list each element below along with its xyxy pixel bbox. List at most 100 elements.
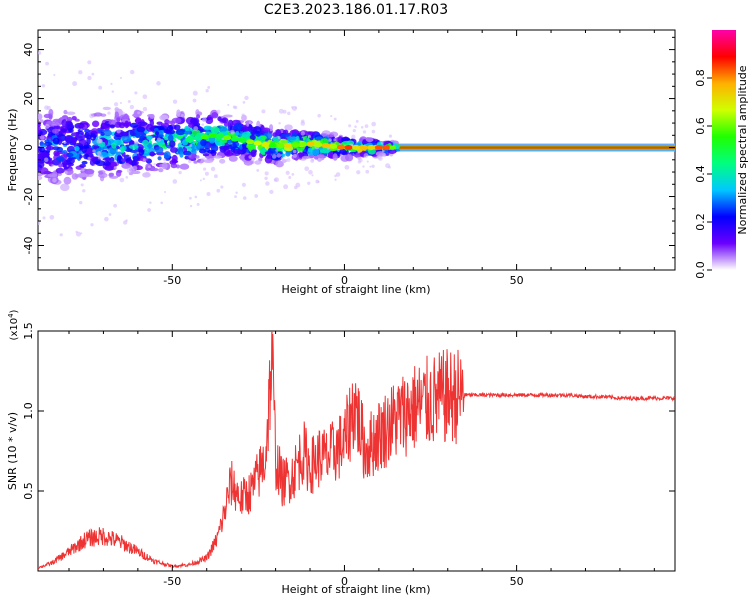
outlier-blob [206, 191, 211, 197]
snr-frame [37, 330, 676, 572]
outlier-blob [248, 155, 253, 159]
spectral-blob [55, 167, 65, 174]
spectral-blob [157, 134, 164, 138]
spectral-blob [50, 122, 59, 127]
outlier-blob [283, 184, 289, 190]
ridge-join [389, 145, 396, 150]
spectral-blob [241, 147, 247, 153]
outlier-blob [98, 85, 103, 90]
outlier-blob [294, 185, 298, 190]
spectral-blob [71, 116, 77, 121]
spectral-blob [188, 122, 194, 128]
spectral-blob [93, 112, 103, 117]
colorbar-tick-label: 0.4 [694, 165, 707, 183]
outlier-blob [213, 174, 218, 179]
spectral-blob [313, 155, 319, 160]
outlier-blob [178, 170, 182, 175]
outlier-blob [310, 158, 315, 163]
outlier-blob [235, 191, 238, 194]
spectral-blob [301, 155, 311, 160]
outlier-blob [111, 90, 115, 93]
spectral-blob [39, 167, 49, 175]
outlier-blob [381, 149, 385, 153]
outlier-blob [265, 181, 270, 186]
heatmap-axes: -50 0 50 -40 -20 0 20 40 [22, 30, 675, 287]
ridge-peak [193, 135, 202, 141]
spectral-blob [38, 125, 42, 134]
spectral-blob [165, 129, 176, 135]
outlier-blob [42, 216, 46, 220]
snr-x-label: Height of straight line (km) [281, 583, 430, 596]
outlier-blob [145, 171, 150, 176]
spectral-blob [240, 126, 251, 132]
spectral-blob [104, 129, 112, 137]
spectral-blob [169, 147, 179, 153]
outlier-blob [229, 129, 235, 135]
spectral-blob [60, 128, 68, 133]
x-tick-label: 50 [510, 274, 524, 287]
outlier-blob [256, 169, 260, 172]
spectral-blob [136, 126, 146, 133]
outlier-blob [292, 149, 297, 154]
spectral-blob [146, 134, 153, 141]
spectral-blob [45, 145, 55, 151]
outlier-blob [304, 166, 310, 172]
outlier-blob [87, 75, 92, 81]
spectral-blob [219, 158, 226, 164]
spectral-blob [108, 172, 115, 177]
spectral-blob [71, 173, 79, 180]
outlier-blob [300, 121, 306, 126]
spectral-blob [129, 122, 139, 128]
spectral-blob [202, 153, 210, 157]
spectral-blob [149, 151, 155, 157]
figure-title: C2E3.2023.186.01.17.R03 [264, 2, 448, 18]
spectral-blob [91, 120, 100, 128]
outlier-blob [307, 134, 312, 139]
outlier-blob [199, 161, 203, 165]
y-tick-label: 1.0 [22, 402, 35, 420]
spectral-blob [95, 160, 106, 167]
spectral-blob [317, 155, 327, 159]
spectral-blob [285, 150, 291, 157]
spectral-blob [229, 142, 238, 151]
spectral-blob [267, 147, 277, 154]
outlier-blob [288, 176, 292, 180]
outlier-blob [276, 153, 282, 158]
ridge-peak [291, 142, 300, 148]
outlier-blob [234, 195, 237, 199]
spectral-blob [58, 163, 64, 168]
outlier-blob [242, 196, 247, 200]
outlier-blob [192, 90, 198, 96]
outlier-blob [78, 70, 83, 75]
outlier-blob [232, 105, 236, 109]
outlier-blob [246, 124, 250, 127]
y-tick-label: 0 [22, 144, 35, 151]
outlier-blob [248, 121, 252, 125]
colorbar: 0.0 0.2 0.4 0.6 0.8 Normalized spectral ampl… [694, 30, 749, 279]
outlier-blob [163, 158, 167, 162]
spectral-blob [66, 111, 76, 116]
spectral-blob [234, 122, 243, 131]
ridge-peak [253, 140, 262, 146]
spectral-blob [235, 130, 240, 136]
outlier-blob [193, 126, 199, 131]
outlier-blob [210, 166, 216, 172]
ridge-peak [344, 145, 353, 151]
outlier-blob [352, 128, 356, 133]
y-tick-label: -20 [22, 188, 35, 206]
outlier-blob [46, 105, 51, 111]
ridge-peak [321, 143, 330, 149]
spectral-blob [184, 151, 192, 156]
spectral-blob [63, 176, 72, 185]
outlier-blob [40, 135, 45, 140]
spectral-blob [71, 137, 77, 145]
spectral-blob [38, 175, 43, 181]
outlier-blob [172, 99, 178, 104]
spectral-blob [154, 131, 160, 136]
spectral-blob [137, 121, 148, 127]
outlier-blob [371, 121, 377, 127]
ridge-peak [268, 143, 277, 149]
spectral-blob [149, 114, 155, 119]
spectral-blob [77, 124, 86, 128]
spectral-blob [207, 149, 216, 154]
